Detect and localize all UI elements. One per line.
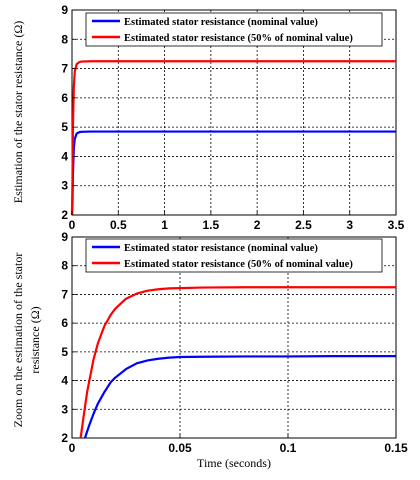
bottom-x-tick-label-0: 0 (69, 441, 76, 455)
top-y-tick-label-5: 7 (61, 62, 68, 76)
bottom-x-tick-label-3: 0.15 (384, 441, 408, 455)
top-y-tick-label-1: 3 (61, 179, 68, 193)
bottom-y-tick-label-0: 2 (61, 431, 68, 445)
top-x-tick-label-6: 3 (346, 218, 353, 232)
bottom-series (79, 286, 396, 439)
bottom-y-axis-label-line-2: resistance (Ω) (28, 306, 42, 373)
bottom-x-tick-label-1: 0.05 (168, 441, 192, 455)
top-legend-label-fifty: Estimated stator resistance (50% of nomi… (124, 33, 353, 44)
top-y-tick-label-7: 9 (61, 3, 68, 17)
top-series-line-0 (70, 130, 396, 216)
bottom-x-ticks: 0 0.05 0.1 0.15 (69, 434, 408, 455)
bottom-legend-box (85, 238, 383, 273)
top-plot-frame (71, 9, 397, 216)
bottom-legend: Estimated stator resistance (nominal val… (85, 238, 383, 273)
top-series (70, 60, 396, 216)
bottom-y-ticks: 2 3 4 5 6 7 8 9 (61, 230, 76, 445)
top-y-ticks: 2 3 4 5 6 7 8 9 (61, 3, 76, 222)
bottom-y-tick-label-2: 4 (61, 374, 68, 388)
top-legend: Estimated stator resistance (nominal val… (85, 12, 383, 47)
top-y-axis-label: Estimation of the stator resistance (Ω) (11, 21, 25, 204)
bottom-plot-frame (71, 236, 397, 439)
bottom-y-tick-label-3: 5 (61, 345, 68, 359)
bottom-series-line-1 (79, 286, 396, 439)
top-x-tick-label-7: 3.5 (388, 218, 405, 232)
top-x-tick-label-3: 1.5 (203, 218, 220, 232)
top-y-tick-label-0: 2 (61, 208, 68, 222)
bottom-y-tick-label-1: 3 (61, 402, 68, 416)
top-x-tick-label-2: 1 (161, 218, 168, 232)
top-y-tick-label-2: 4 (61, 149, 68, 163)
bottom-x-tick-label-2: 0.1 (280, 441, 297, 455)
bottom-x-axis-label: Time (seconds) (197, 456, 271, 470)
top-y-tick-label-6: 8 (61, 32, 68, 46)
bottom-y-axis-label-line-1: Zoom on the estimation of the stator (11, 253, 25, 428)
bottom-y-tick-label-7: 9 (61, 230, 68, 244)
top-y-tick-label-3: 5 (61, 120, 68, 134)
top-x-tick-label-4: 2 (254, 218, 261, 232)
top-y-tick-label-4: 6 (61, 91, 68, 105)
bottom-y-axis-label: Zoom on the estimation of the stator res… (11, 253, 42, 428)
bottom-legend-label-fifty: Estimated stator resistance (50% of nomi… (124, 259, 353, 270)
bottom-y-tick-label-4: 6 (61, 316, 68, 330)
bottom-series-line-0 (83, 355, 396, 439)
top-chart: 0 0.5 1 1.5 2 2.5 3 3.5 2 3 4 5 6 7 8 9 Estimation of … (11, 3, 405, 232)
bottom-y-tick-label-6: 8 (61, 259, 68, 273)
top-legend-box (85, 12, 383, 47)
top-x-tick-label-5: 2.5 (295, 218, 312, 232)
top-x-tick-label-0: 0 (69, 218, 76, 232)
bottom-legend-label-nominal: Estimated stator resistance (nominal val… (124, 243, 318, 254)
bottom-chart: 0 0.05 0.1 0.15 2 3 4 5 6 7 8 9 Zoom on the estima… (11, 230, 408, 470)
bottom-y-tick-label-5: 7 (61, 287, 68, 301)
top-x-ticks: 0 0.5 1 1.5 2 2.5 3 3.5 (69, 211, 405, 232)
top-legend-label-nominal: Estimated stator resistance (nominal val… (124, 17, 318, 28)
top-x-tick-label-1: 0.5 (110, 218, 127, 232)
top-series-line-1 (70, 60, 396, 216)
